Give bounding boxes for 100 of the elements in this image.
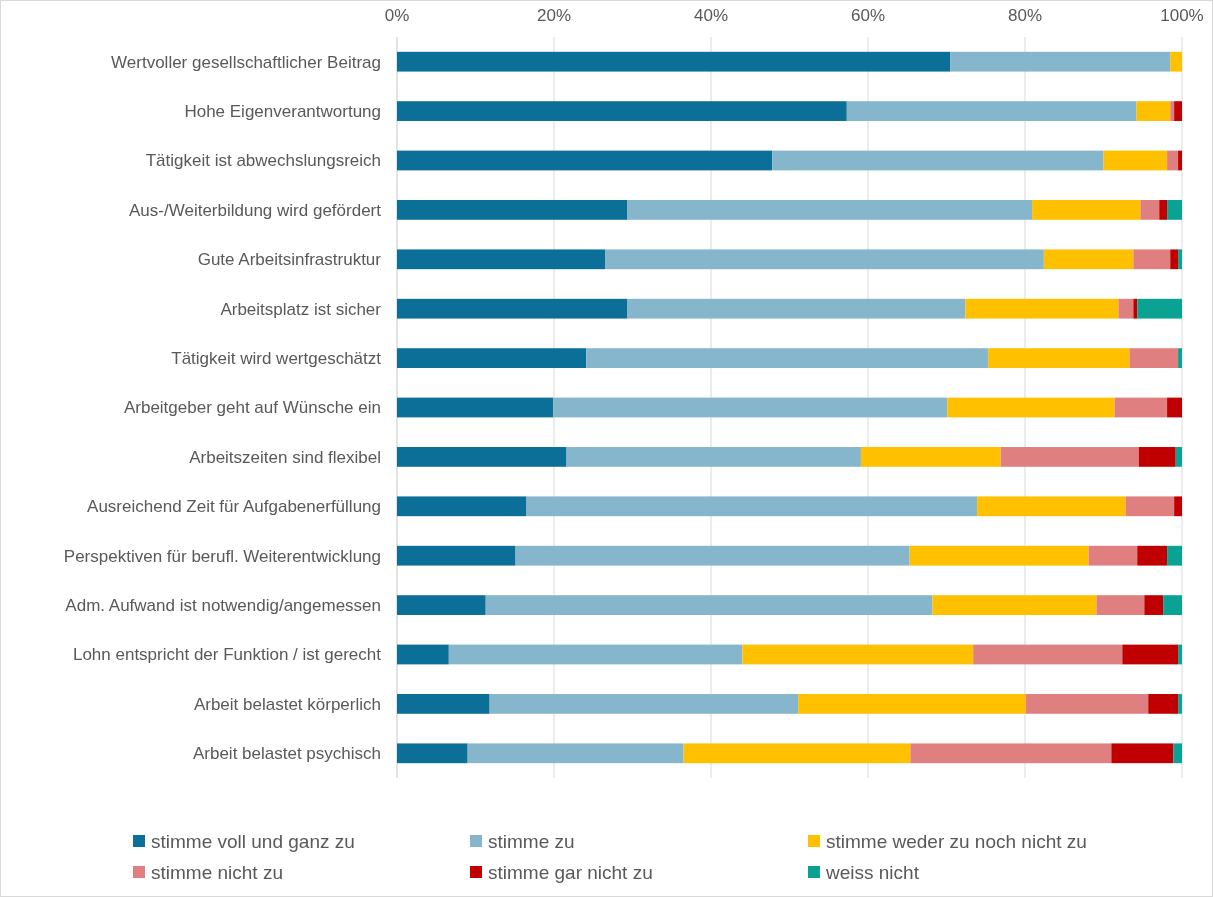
bar bbox=[397, 249, 606, 270]
bar bbox=[1140, 200, 1160, 220]
bar bbox=[1178, 150, 1182, 171]
bar bbox=[1170, 101, 1175, 121]
bar bbox=[1137, 298, 1182, 319]
bar bbox=[1159, 200, 1168, 220]
bar bbox=[860, 447, 1001, 467]
y-tick-label: Arbeitszeiten sind flexibel bbox=[189, 447, 381, 467]
bar bbox=[1178, 348, 1182, 368]
bar bbox=[1025, 694, 1149, 714]
bar bbox=[489, 694, 799, 714]
y-tick-label: Ausreichend Zeit für Aufgabenerfüllung bbox=[87, 497, 381, 517]
bar bbox=[1178, 644, 1182, 665]
y-tick-label: Tätigkeit wird wertgeschätzt bbox=[171, 349, 382, 369]
legend-label: stimme zu bbox=[488, 830, 575, 852]
bar bbox=[1122, 644, 1179, 665]
bar bbox=[566, 447, 861, 467]
bar bbox=[605, 249, 1044, 270]
y-tick-label: Lohn entspricht der Funktion / ist gerecht bbox=[72, 645, 382, 665]
x-tick-label: 0% bbox=[384, 6, 410, 25]
bar bbox=[485, 595, 933, 615]
y-tick-label: Arbeitsplatz ist sicher bbox=[220, 299, 382, 319]
y-tick-label: Arbeitgeber geht auf Wünsche ein bbox=[123, 398, 381, 418]
bar bbox=[467, 743, 684, 764]
legend-label: stimme gar nicht zu bbox=[488, 861, 653, 883]
bar bbox=[932, 595, 1097, 615]
bar bbox=[1178, 249, 1182, 270]
bar bbox=[397, 743, 468, 764]
bar bbox=[1133, 249, 1171, 270]
legend-label: stimme weder zu noch nicht zu bbox=[826, 830, 1087, 852]
bar bbox=[1167, 150, 1179, 171]
bar bbox=[1111, 743, 1174, 764]
bar bbox=[977, 496, 1126, 517]
bar bbox=[1174, 101, 1182, 121]
bar bbox=[772, 150, 1104, 171]
bar bbox=[965, 298, 1119, 319]
x-tick-label: 80% bbox=[1007, 6, 1043, 25]
bar bbox=[1178, 694, 1182, 714]
bar bbox=[397, 545, 516, 566]
bar bbox=[1000, 447, 1139, 467]
bar bbox=[1136, 101, 1171, 121]
bar bbox=[397, 447, 567, 467]
bar bbox=[526, 496, 978, 517]
y-tick-label: Aus-/Weiterbildung wird gefördert bbox=[129, 200, 382, 220]
legend-label: weiss nicht bbox=[825, 861, 920, 883]
bar bbox=[1163, 595, 1182, 615]
y-tick-label: Arbeit belastet psychisch bbox=[192, 744, 381, 764]
bar bbox=[1138, 447, 1176, 467]
x-tick-label: 60% bbox=[850, 6, 886, 25]
x-tick-label: 100% bbox=[1160, 6, 1204, 25]
bar bbox=[1167, 397, 1182, 418]
bar bbox=[1144, 595, 1164, 615]
y-tick-label: Arbeit belastet körperlich bbox=[193, 694, 381, 714]
bar bbox=[586, 348, 989, 368]
bar bbox=[1137, 545, 1168, 566]
y-tick-label: Wertvoller gesellschaftlicher Beitrag bbox=[111, 52, 381, 72]
bar bbox=[1114, 397, 1168, 418]
bar bbox=[627, 200, 1033, 220]
bar bbox=[988, 348, 1130, 368]
bar bbox=[1175, 447, 1182, 467]
y-tick-label: Gute Arbeitsinfrastruktur bbox=[197, 250, 382, 270]
bar bbox=[448, 644, 743, 665]
bar bbox=[1174, 496, 1182, 517]
bar bbox=[683, 743, 911, 764]
bar bbox=[1170, 249, 1179, 270]
bar bbox=[397, 150, 773, 171]
y-tick-label: Perspektiven für berufl. Weiterentwicklung bbox=[63, 546, 381, 566]
legend-label: stimme voll und ganz zu bbox=[151, 830, 355, 852]
bar bbox=[1133, 298, 1138, 319]
x-tick-label: 40% bbox=[693, 6, 729, 25]
bar bbox=[397, 51, 951, 72]
bar bbox=[1148, 694, 1179, 714]
bar bbox=[397, 101, 847, 121]
bar bbox=[1129, 348, 1179, 368]
bar bbox=[909, 545, 1089, 566]
bar bbox=[397, 496, 527, 517]
bar bbox=[397, 694, 490, 714]
bar bbox=[397, 644, 449, 665]
bar bbox=[515, 545, 910, 566]
legend-label: stimme nicht zu bbox=[151, 861, 283, 883]
y-tick-label: Tätigkeit ist abwechslungsreich bbox=[145, 151, 381, 171]
bar bbox=[950, 51, 1171, 72]
bar bbox=[947, 397, 1115, 418]
y-tick-label: Adm. Aufwand ist notwendig/angemessen bbox=[65, 596, 381, 616]
bar bbox=[910, 743, 1112, 764]
bar bbox=[1167, 545, 1182, 566]
bar bbox=[1167, 200, 1182, 220]
bar bbox=[397, 595, 486, 615]
bar bbox=[397, 298, 628, 319]
bar bbox=[627, 298, 966, 319]
bar bbox=[1118, 298, 1134, 319]
bar bbox=[397, 348, 587, 368]
bar bbox=[1088, 545, 1138, 566]
bar bbox=[397, 200, 628, 220]
bar bbox=[1170, 51, 1182, 72]
y-tick-label: Hohe Eigenverantwortung bbox=[184, 102, 381, 122]
bar bbox=[798, 694, 1026, 714]
bar bbox=[1043, 249, 1134, 270]
bar bbox=[553, 397, 948, 418]
bar bbox=[1096, 595, 1145, 615]
